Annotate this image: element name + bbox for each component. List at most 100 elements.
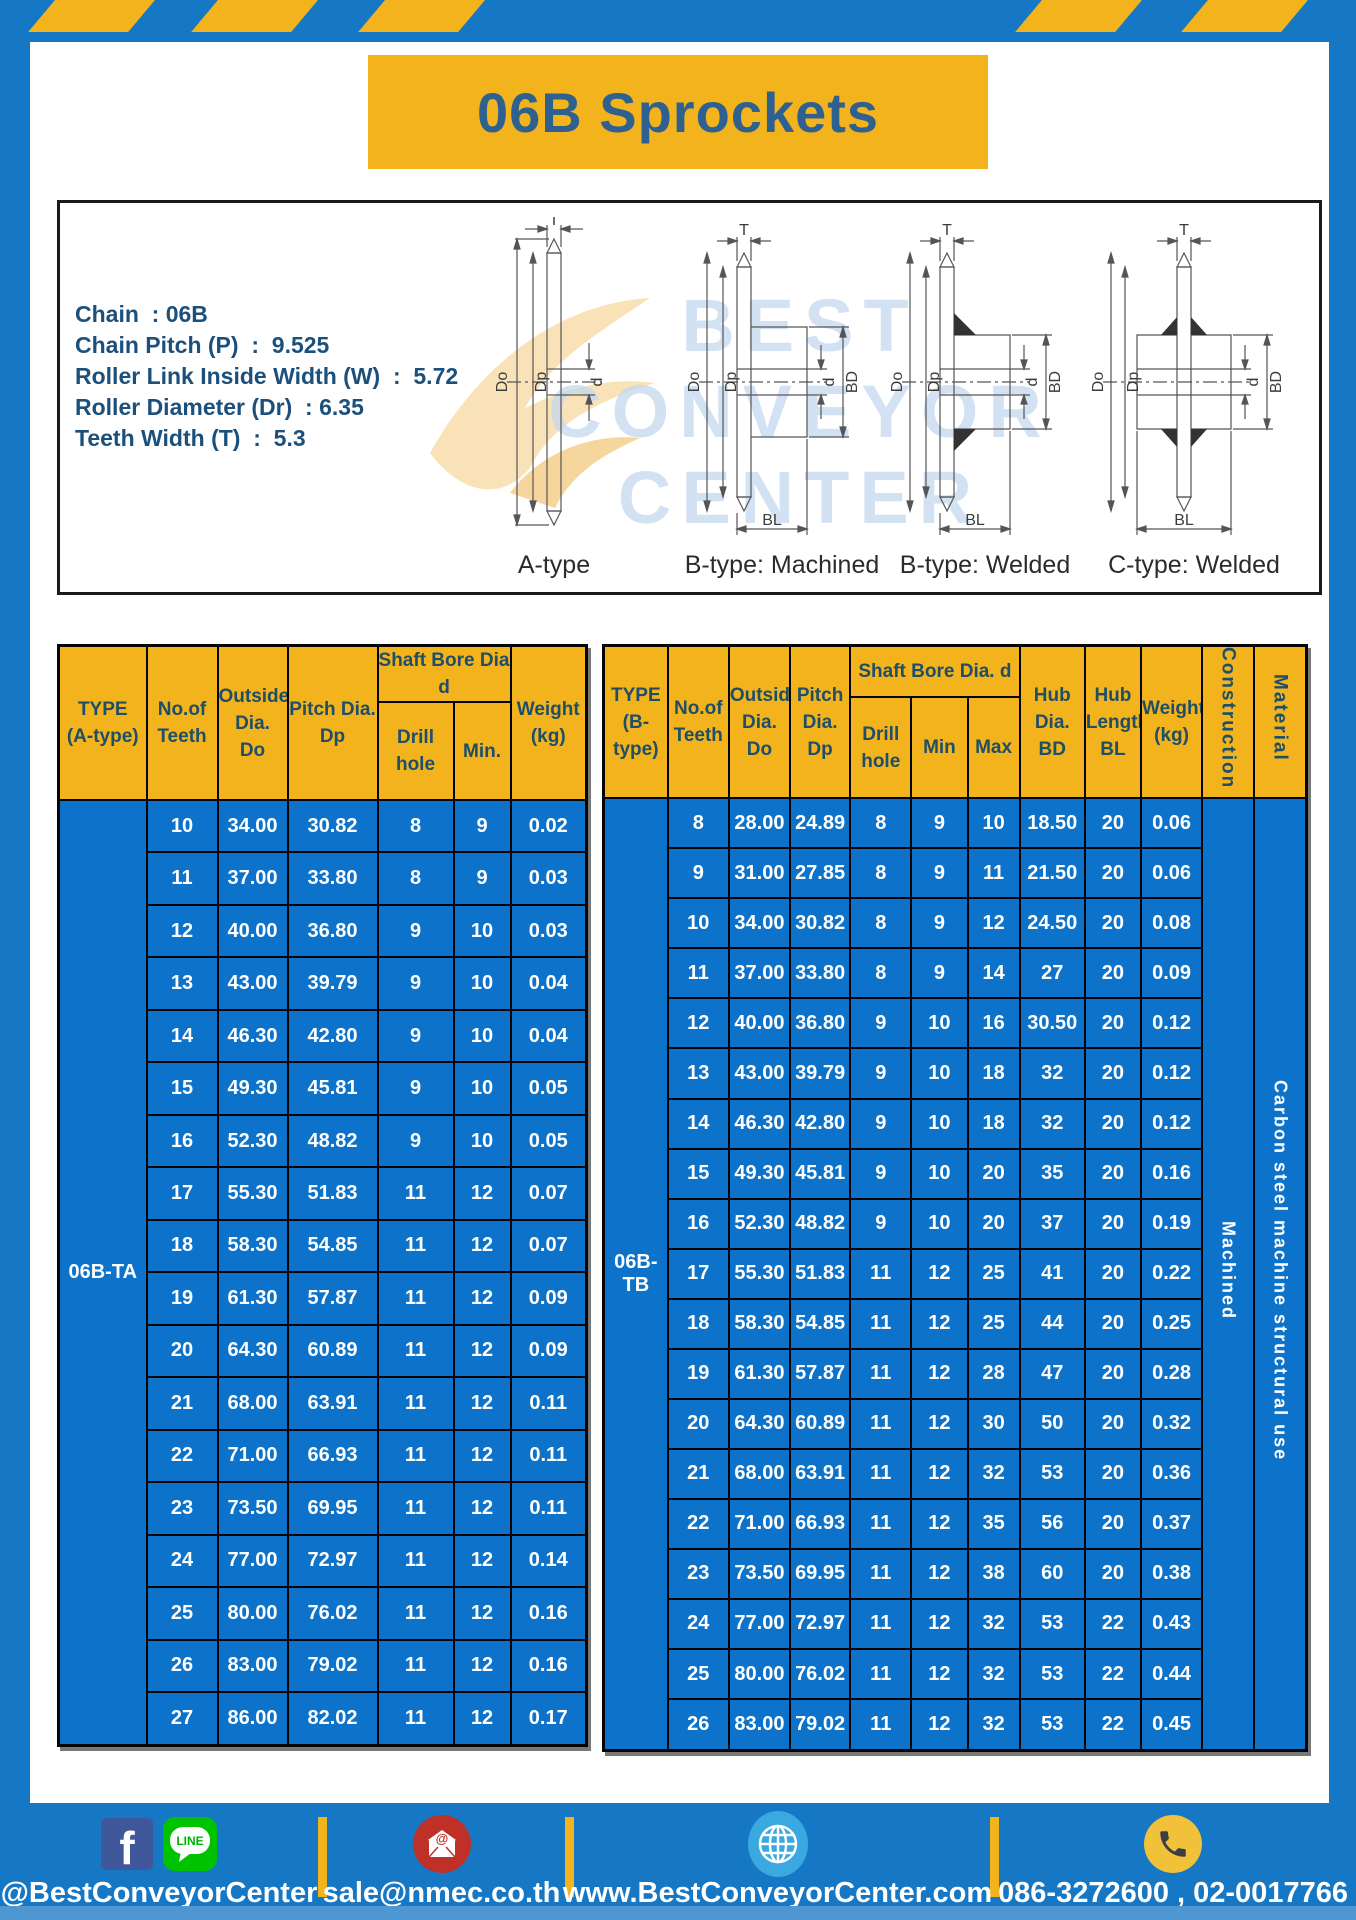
cell-min: 10 [452, 1061, 512, 1116]
table-row: 26 83.00 79.02 11 12 0.16 [59, 1638, 588, 1693]
cell-drill-hole: 11 [376, 1166, 455, 1221]
cell-hub-length: 20 [1083, 1397, 1142, 1450]
footer-divider [318, 1817, 327, 1897]
cell-drill-hole: 11 [376, 1376, 455, 1431]
cell-min: 12 [910, 1447, 969, 1500]
cell-pitch-dia: 72.97 [789, 1597, 852, 1651]
cell-teeth: 24 [145, 1533, 219, 1589]
header-material: Material [1253, 644, 1308, 800]
svg-text:d: d [821, 378, 838, 387]
cell-teeth: 20 [145, 1323, 219, 1379]
cell-weight: 0.45 [1139, 1698, 1204, 1752]
table-row: 26 83.00 79.02 11 12 32 53 22 0.45 [604, 1698, 1307, 1752]
cell-teeth: 19 [145, 1271, 219, 1326]
cell-teeth: 23 [145, 1481, 219, 1536]
cell-outside-dia: 55.30 [727, 1247, 792, 1300]
cell-pitch-dia: 82.02 [286, 1690, 379, 1747]
cell-pitch-dia: 51.83 [286, 1166, 379, 1221]
spec-line: Chain : 06B [75, 301, 208, 327]
cell-max: 32 [966, 1597, 1021, 1651]
cell-min: 12 [910, 1547, 969, 1600]
cell-weight: 0.02 [509, 798, 588, 854]
header-type: TYPE (A-type) [57, 644, 148, 801]
cell-min: 9 [452, 851, 512, 906]
cell-drill-hole: 9 [376, 1008, 455, 1064]
cell-max: 18 [966, 1097, 1021, 1150]
cell-hub-length: 20 [1083, 1197, 1142, 1250]
cell-weight: 0.03 [509, 851, 588, 906]
type-label-cell: 06B-TA [57, 799, 148, 1747]
header-min: Min. [452, 701, 512, 801]
header-weight: Weight (kg) [509, 644, 588, 801]
table-a-type: TYPE (A-type) No.of Teeth Outside Dia. D… [57, 644, 588, 1747]
watermark-graphic [390, 243, 690, 543]
cell-min: 9 [910, 847, 969, 900]
cell-drill-hole: 8 [849, 947, 913, 1000]
material-cell: Carbon steel machine structural use [1253, 797, 1308, 1752]
cell-pitch-dia: 33.80 [286, 851, 379, 906]
cell-min: 12 [910, 1397, 969, 1450]
cell-outside-dia: 34.00 [216, 798, 289, 854]
cell-weight: 0.04 [509, 1008, 588, 1064]
header-hub-dia: Hub Dia. BD [1018, 644, 1086, 800]
cell-teeth: 14 [666, 1097, 730, 1150]
cell-max: 32 [966, 1698, 1021, 1752]
cell-outside-dia: 64.30 [216, 1323, 289, 1379]
cell-hub-dia: 53 [1018, 1597, 1086, 1651]
top-border-stripe [191, 0, 318, 32]
header-outside-dia: Outside Dia. Do [216, 644, 289, 801]
cell-hub-dia: 24.50 [1018, 897, 1086, 950]
drawing-panel: BEST CONVEYOR CENTER Chain : 06B Chain P… [57, 200, 1322, 595]
cell-min: 12 [452, 1166, 512, 1221]
table-row: 17 55.30 51.83 11 12 0.07 [59, 1166, 588, 1221]
cell-hub-length: 20 [1083, 1047, 1142, 1100]
cell-max: 25 [966, 1247, 1021, 1300]
cell-drill-hole: 9 [376, 903, 455, 959]
cell-teeth: 25 [145, 1586, 219, 1641]
footer-email-section: @ sale@nmec.co.th [318, 1813, 565, 1910]
svg-text:@: @ [435, 1831, 448, 1846]
cell-hub-length: 20 [1083, 1147, 1142, 1200]
cell-teeth: 18 [666, 1297, 730, 1350]
cell-weight: 0.09 [509, 1271, 588, 1326]
svg-text:T: T [1179, 222, 1189, 239]
cell-outside-dia: 83.00 [216, 1638, 289, 1693]
spec-line: Roller Diameter (Dr) : 6.35 [75, 394, 364, 420]
cell-hub-length: 20 [1083, 847, 1142, 900]
cell-hub-length: 20 [1083, 897, 1142, 950]
cell-hub-dia: 37 [1018, 1197, 1086, 1250]
cell-hub-length: 22 [1083, 1597, 1142, 1651]
table-row: 25 80.00 76.02 11 12 0.16 [59, 1586, 588, 1641]
cell-outside-dia: 71.00 [216, 1428, 289, 1484]
table-b-body: 06B-TB 8 28.00 24.89 8 9 10 18.50 20 0.0… [602, 797, 1308, 1752]
cell-drill-hole: 8 [849, 847, 913, 900]
table-row: 11 37.00 33.80 8 9 14 27 20 0.09 [604, 947, 1307, 1000]
footer-bottom-strip [0, 1906, 1356, 1920]
cell-weight: 0.17 [509, 1690, 588, 1747]
cell-pitch-dia: 79.02 [286, 1638, 379, 1693]
title-banner: 06B Sprockets [368, 55, 988, 169]
table-a-body: 06B-TA 10 34.00 30.82 8 9 0.02 11 37.00 … [57, 798, 588, 1747]
cell-pitch-dia: 54.85 [789, 1297, 852, 1350]
cell-max: 12 [966, 897, 1021, 950]
cell-weight: 0.07 [509, 1166, 588, 1221]
cell-hub-dia: 60 [1018, 1547, 1086, 1600]
cell-pitch-dia: 30.82 [286, 798, 379, 854]
cell-hub-length: 20 [1083, 797, 1142, 850]
diagram-caption: C-type: Welded [1108, 551, 1280, 579]
cell-weight: 0.28 [1139, 1347, 1204, 1400]
cell-teeth: 16 [666, 1197, 730, 1250]
table-row: 14 46.30 42.80 9 10 18 32 20 0.12 [604, 1097, 1307, 1150]
table-row: 27 86.00 82.02 11 12 0.17 [59, 1690, 588, 1747]
cell-pitch-dia: 63.91 [789, 1447, 852, 1500]
table-row: 18 58.30 54.85 11 12 0.07 [59, 1218, 588, 1274]
cell-min: 12 [452, 1376, 512, 1431]
cell-weight: 0.09 [1139, 947, 1204, 1000]
cell-outside-dia: 77.00 [216, 1533, 289, 1589]
svg-text:LINE: LINE [176, 1834, 203, 1848]
cell-drill-hole: 11 [849, 1698, 913, 1752]
svg-text:T: T [739, 222, 749, 239]
cell-teeth: 15 [145, 1061, 219, 1116]
cell-max: 18 [966, 1047, 1021, 1100]
